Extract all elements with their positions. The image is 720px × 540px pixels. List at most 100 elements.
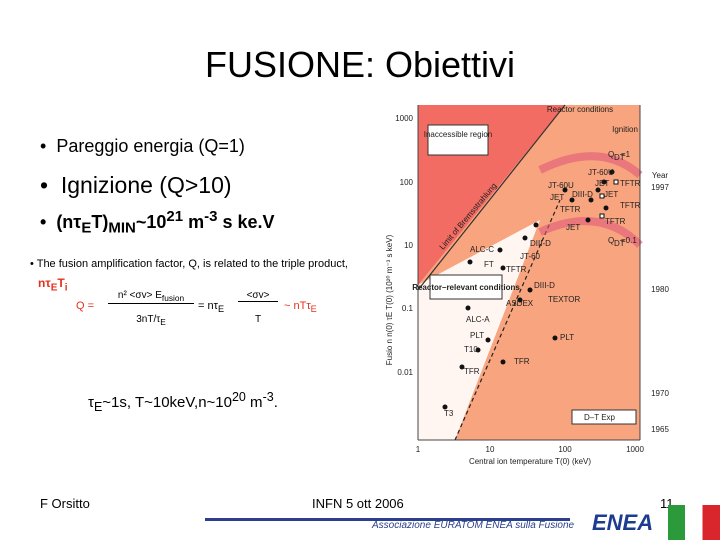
- figure-label: D–T Exp: [584, 413, 616, 422]
- note: • The fusion amplification factor, Q, is…: [30, 258, 348, 270]
- figure-label: 1997: [651, 183, 669, 192]
- text: E: [93, 400, 103, 414]
- figure-label: JET: [566, 223, 580, 232]
- text: ~1s, T~10keV,n~10: [102, 394, 232, 411]
- text: -3: [262, 390, 274, 404]
- text: i: [64, 282, 68, 294]
- figure-label: TFTR: [506, 265, 527, 274]
- figure-label: JT-60U: [548, 181, 574, 190]
- figure-label: 100: [558, 445, 572, 454]
- text: 21: [166, 208, 184, 225]
- footer-event: INFN 5 ott 2006: [312, 496, 404, 511]
- figure-label: TFR: [464, 367, 480, 376]
- figure-label: 1000: [395, 114, 413, 123]
- figure-label: ALC-A: [466, 315, 490, 324]
- data-points: [442, 169, 615, 410]
- figure-label: 1980: [651, 285, 669, 294]
- text: τ: [88, 394, 94, 411]
- figure-label: T3: [444, 409, 454, 418]
- figure-label: JET: [595, 179, 609, 188]
- formula: 3nT/τE: [108, 314, 194, 327]
- figure-label: FT: [484, 260, 494, 269]
- text: .: [273, 394, 278, 411]
- figure-label: =0.1: [621, 236, 637, 245]
- text: 3nT/τ: [136, 314, 161, 325]
- figure-label: Fusio n n(0) τE T(0) (10²⁰ m⁻³ s keV): [385, 234, 394, 365]
- text: m: [245, 394, 263, 411]
- figure-label: JT-60: [520, 252, 541, 261]
- text: E: [310, 304, 317, 315]
- figure-label: DT: [614, 239, 625, 248]
- formula: = nτE: [198, 300, 224, 314]
- logo: ENEA: [592, 510, 654, 535]
- triple: nτETi: [38, 276, 67, 293]
- text: 20: [231, 390, 246, 404]
- text: ~10: [135, 212, 167, 232]
- figure-label: Inaccessible region: [424, 130, 492, 139]
- text: E: [160, 317, 166, 327]
- legend-box: [571, 409, 637, 425]
- text: (nτ: [56, 212, 82, 232]
- figure-label: TEXTOR: [548, 295, 581, 304]
- figure-label: TFTR: [605, 217, 626, 226]
- figure-label: DIII-D: [534, 281, 555, 290]
- bullet: • Pareggio energia (Q=1): [40, 136, 245, 156]
- figure-label: 100: [400, 178, 414, 187]
- formula: n² <σv> Efusion: [108, 290, 194, 304]
- inaccessible-box: [427, 124, 489, 156]
- text: E: [81, 219, 92, 237]
- figure-label: 10: [486, 445, 495, 454]
- figure-label: 1970: [651, 389, 669, 398]
- rule: [205, 518, 570, 521]
- target: τE~1s, T~10keV,n~1020 m-3.: [88, 390, 278, 414]
- flag: [668, 505, 720, 540]
- formula: ~ nTτE: [284, 300, 317, 314]
- text: n² <σv> E: [117, 290, 162, 301]
- relevant-box: [429, 274, 503, 300]
- bullet: • (nτET)MIN~1021 m-3 s ke.V: [40, 208, 275, 237]
- text: fusion: [161, 293, 185, 303]
- figure-label: PLT: [470, 331, 484, 340]
- figure-label: Year: [652, 171, 669, 180]
- footer-author: F Orsitto: [40, 496, 90, 511]
- figure-label: JET: [550, 193, 564, 202]
- text: T: [57, 276, 65, 290]
- figure-label: ALC-C: [470, 245, 494, 254]
- text: T): [91, 212, 109, 232]
- formula: Q =: [76, 300, 95, 312]
- figure-label: PLT: [560, 333, 574, 342]
- figure-label: TFR: [514, 357, 530, 366]
- text: s ke.V: [217, 212, 275, 232]
- figure-label: 1: [416, 445, 421, 454]
- text: m: [183, 212, 205, 232]
- figure-label: JT-60U: [588, 168, 614, 177]
- title: FUSIONE: Obiettivi: [204, 44, 516, 85]
- text: nτ: [38, 276, 51, 290]
- bullet: • Ignizione (Q>10): [40, 172, 232, 198]
- figure-label: TFTR: [620, 179, 641, 188]
- figure-label: 1965: [651, 425, 669, 434]
- text: ~ nTτ: [284, 300, 311, 312]
- figure-label: Reactor conditions: [547, 105, 613, 114]
- figure-label: 0.1: [402, 304, 414, 313]
- figure-label: ASDEX: [506, 299, 534, 308]
- text: MIN: [108, 219, 136, 237]
- ignition-band: [538, 152, 643, 179]
- figure-label: Ignition: [612, 125, 638, 134]
- text: -3: [204, 208, 218, 225]
- formula: <σv>: [238, 290, 278, 302]
- figure-label: Q: [608, 150, 614, 159]
- footer-assoc: Associazione EURATOM ENEA sulla Fusione: [372, 520, 575, 531]
- figure-label: DIII-D: [572, 190, 593, 199]
- figure-label: Q: [608, 236, 614, 245]
- q-band: [538, 217, 643, 248]
- figure-label: 10: [404, 241, 413, 250]
- text: E: [50, 282, 58, 294]
- text: The fusion amplification factor, Q, is r…: [36, 258, 348, 270]
- bullet-text: Ignizione (Q>10): [60, 172, 232, 198]
- brems-line: [417, 104, 566, 291]
- text: E: [217, 304, 225, 315]
- limit-line: [454, 199, 561, 441]
